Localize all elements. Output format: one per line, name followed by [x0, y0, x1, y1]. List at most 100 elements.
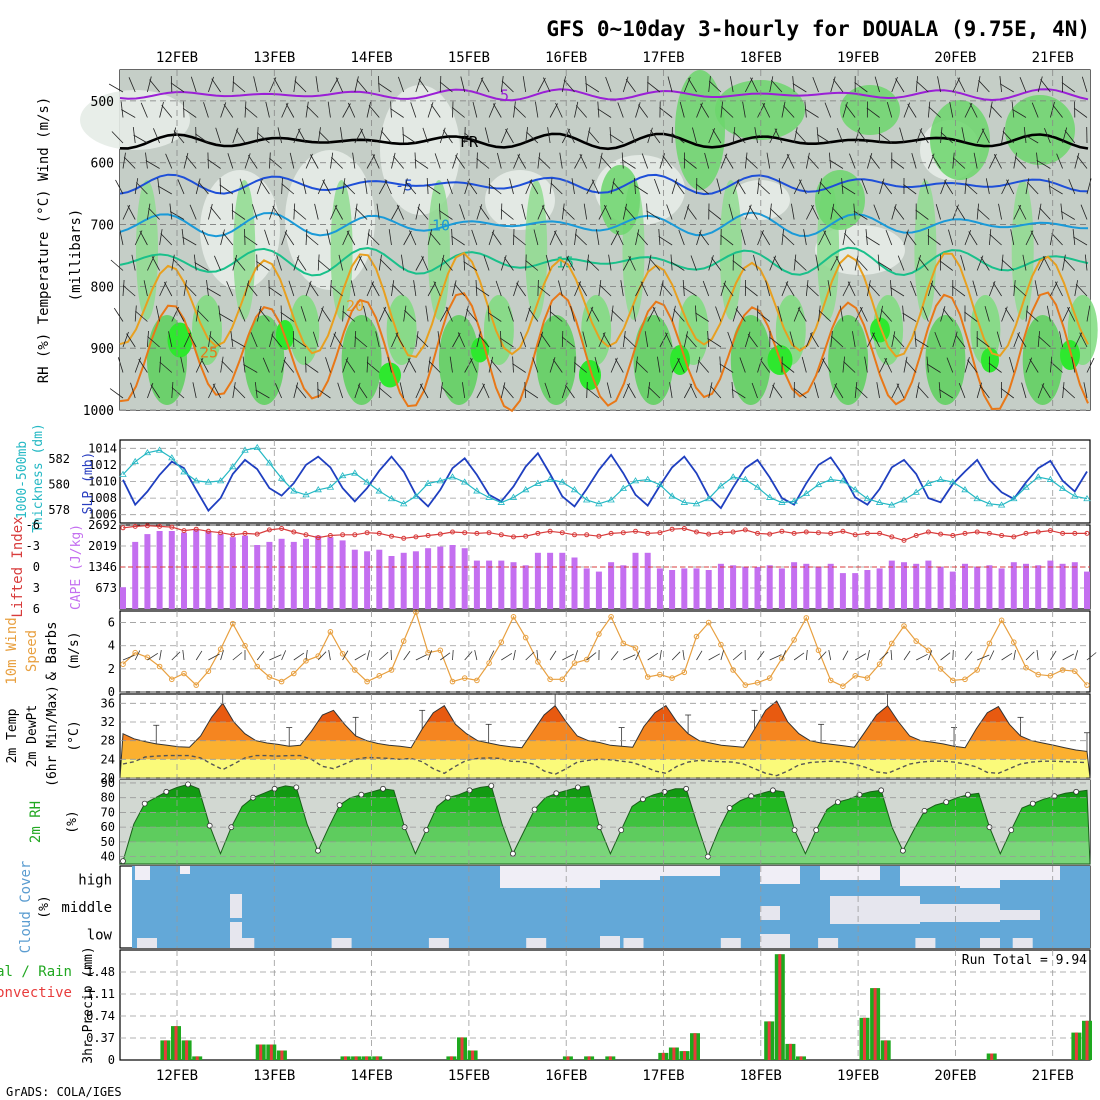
wind-speed-point	[913, 638, 920, 644]
panel-frame-wind	[119, 610, 1091, 693]
wind-barb	[251, 204, 258, 220]
rh-point	[531, 806, 538, 813]
rh-point	[726, 805, 733, 811]
wind-barb	[206, 287, 221, 297]
precip-convective-bar	[863, 1017, 866, 1060]
wind-barb	[321, 307, 331, 322]
precip-tick-label: 0.37	[86, 1031, 115, 1045]
wind-barb	[731, 388, 746, 399]
wind-barb	[549, 650, 557, 661]
wind-barb	[277, 127, 283, 144]
li-point	[816, 530, 821, 536]
wind-barb	[232, 254, 238, 271]
wind-barb	[574, 229, 577, 246]
li-point	[401, 535, 407, 541]
rh-moist-patch	[675, 70, 725, 190]
wind-speed-point	[132, 649, 138, 656]
wind-barb	[1074, 152, 1080, 169]
wind-barb	[275, 383, 283, 399]
wind-barb	[537, 279, 539, 297]
wind-barb	[210, 206, 221, 220]
thickness-ylabel-2: Thickness (dm)	[31, 423, 46, 533]
cloud-high-gap	[900, 866, 960, 886]
wind-barb	[786, 153, 795, 169]
isotherm-label: -5	[395, 176, 413, 194]
thickness-point	[387, 494, 396, 502]
wind-barb	[330, 152, 334, 169]
wind-barb	[623, 654, 636, 661]
wind-barb	[398, 76, 405, 93]
cloud-row-label: low	[87, 927, 113, 943]
cloud-high-gap	[500, 866, 600, 888]
wind-barb	[354, 76, 359, 93]
cape-bar	[473, 560, 480, 609]
rh-point	[293, 784, 300, 791]
thickness-point	[692, 500, 701, 507]
wind-barb	[415, 203, 420, 220]
thickness-point	[180, 468, 188, 475]
wind-barb	[700, 103, 710, 118]
wind-barb	[614, 358, 624, 373]
wind-barb	[652, 306, 661, 322]
li-point	[730, 529, 736, 535]
pressure-tick-label: 800	[91, 280, 114, 295]
wind-barb	[218, 313, 234, 322]
wind-barb	[926, 363, 941, 373]
wind-barb	[777, 305, 783, 322]
wind-barb	[342, 178, 346, 195]
wind-barb	[696, 229, 702, 246]
precip-convective-bar	[354, 1056, 358, 1060]
cloud-middle-gap	[760, 906, 780, 920]
li-point	[218, 530, 224, 536]
wind-barb	[751, 382, 758, 399]
precip-ylabel-text: 3hr Precip (mm)	[81, 946, 96, 1063]
wind-barb	[812, 76, 819, 93]
wind-barb	[647, 81, 661, 93]
wind-barb	[662, 155, 673, 169]
wind-barb	[208, 331, 212, 348]
precip-convective-bar	[365, 1056, 369, 1060]
wind-speed-point	[705, 619, 712, 626]
wind-barb	[305, 649, 308, 661]
wind-barb	[606, 382, 612, 399]
wind-barb	[818, 651, 827, 661]
wind-barb	[260, 180, 270, 195]
wind-barb	[747, 333, 758, 348]
rh-point	[141, 800, 148, 807]
wind-barb	[244, 228, 246, 246]
temp-ylabel-2-text: 2m DewPt	[25, 705, 40, 768]
date-label-bottom: 19FEB	[837, 1068, 879, 1084]
wind-barb	[1010, 229, 1015, 246]
wind-barb	[358, 256, 368, 271]
wind-barb	[753, 254, 758, 271]
thickness-point	[570, 486, 579, 493]
cape-bar	[1059, 563, 1066, 609]
thickness-point	[375, 487, 383, 494]
wind-barb	[634, 184, 648, 195]
wind-barb	[128, 77, 136, 93]
cloud-low-gap	[915, 938, 936, 948]
wind-barb	[657, 356, 661, 373]
cape-bar	[839, 573, 846, 609]
wind-barb	[123, 156, 136, 169]
rh-band	[120, 841, 1090, 864]
slp-line	[122, 451, 1088, 513]
wind-barb	[914, 338, 929, 348]
cape-tick-label: 673	[95, 581, 117, 595]
wind-barb	[330, 279, 332, 297]
wind-barb	[513, 101, 516, 118]
wind-barb	[184, 284, 197, 297]
wind-barb	[383, 307, 392, 322]
wind-barb	[244, 153, 251, 169]
wind-barb	[622, 331, 626, 348]
wind-barb	[562, 208, 575, 220]
wind-barb	[842, 650, 849, 661]
wind-barb	[269, 331, 274, 348]
wind-barb	[671, 305, 676, 322]
cape-bar	[290, 541, 297, 609]
wind-barb	[602, 332, 612, 348]
cloud-ylabel-1: Cloud Cover	[18, 861, 34, 954]
thickness-point	[985, 500, 994, 507]
thickness-point	[912, 488, 920, 495]
